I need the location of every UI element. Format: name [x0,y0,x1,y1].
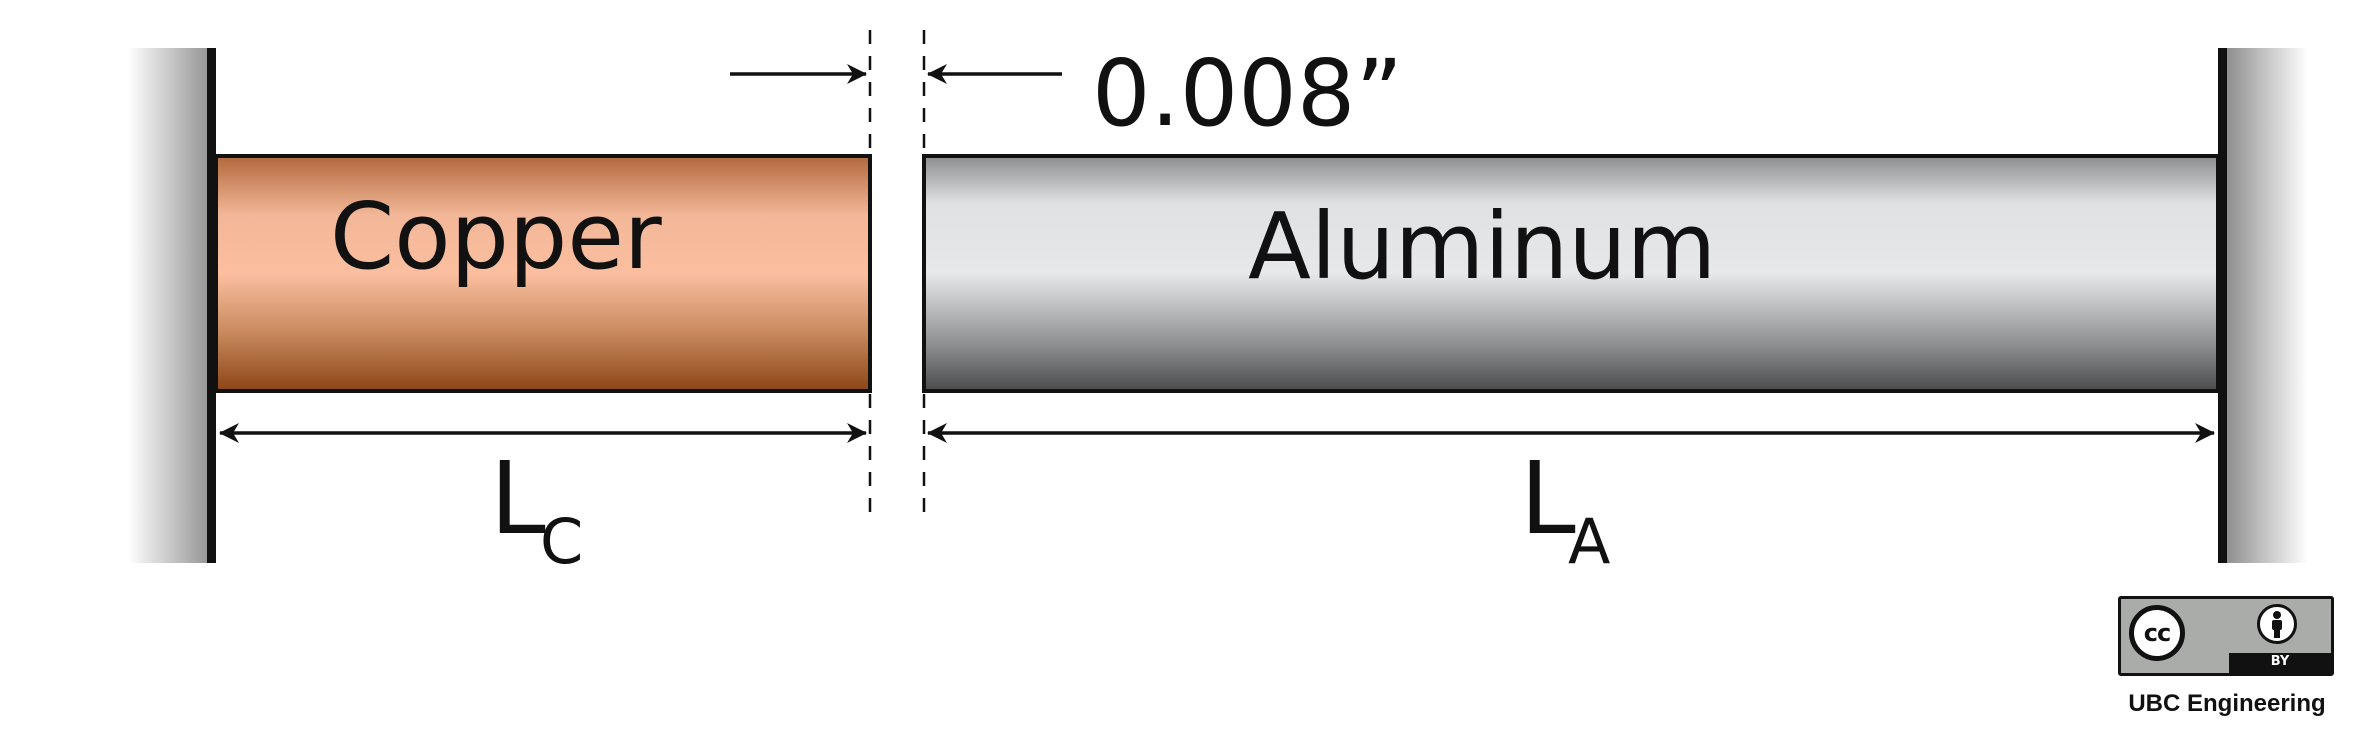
right-wall [2226,48,2308,563]
copper-rod [214,154,872,393]
credit-text: UBC Engineering [2128,690,2326,717]
by-strip [2229,653,2331,673]
left-wall [128,48,214,563]
copper-length-symbol: L [490,440,546,557]
aluminum-label: Aluminum [1248,193,1716,300]
right-wall-face [2218,48,2227,563]
by-label: BY [2270,654,2290,669]
aluminum-length-subscript: A [1568,505,1610,578]
cc-icon: cc [2129,605,2185,661]
left-wall-face [207,48,216,563]
attribution-person-icon [2257,604,2297,644]
cc-by-license-badge[interactable]: cc BY [2118,596,2334,676]
aluminum-length-symbol: L [1520,440,1576,557]
person-glyph-icon [2272,611,2282,638]
copper-label: Copper [330,183,662,290]
copper-length-subscript: C [540,505,583,578]
gap-label: 0.008” [1092,40,1403,147]
aluminum-rod [922,154,2220,393]
